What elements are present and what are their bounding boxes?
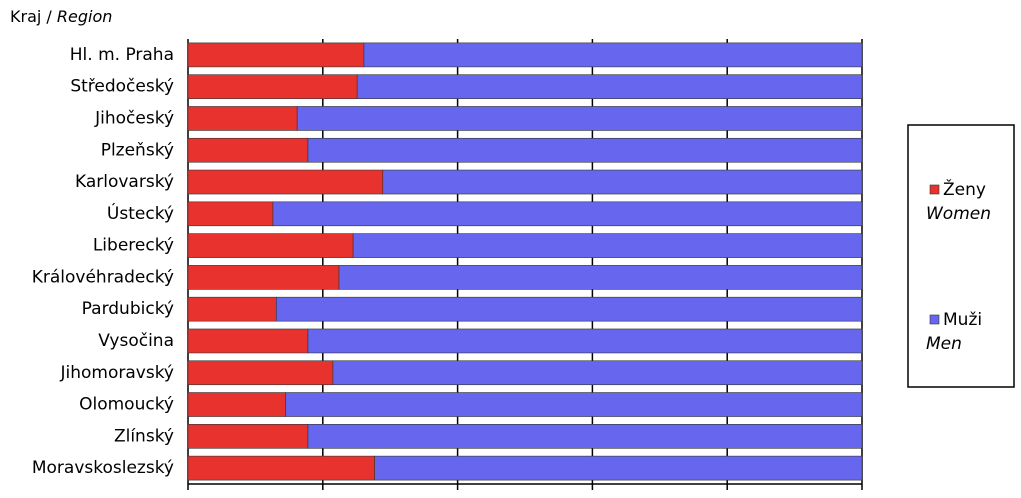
bar-segment bbox=[356, 74, 863, 99]
y-tick-label: Zlínský bbox=[114, 426, 174, 446]
bar-segment bbox=[187, 233, 354, 258]
bar-segment bbox=[187, 74, 358, 99]
bar-segment bbox=[307, 328, 863, 354]
legend-swatch bbox=[929, 314, 940, 325]
bar-segment bbox=[187, 201, 274, 227]
bar-segment bbox=[187, 424, 309, 449]
bar-segment bbox=[374, 455, 863, 481]
axis-label: Kraj / Region bbox=[10, 7, 112, 26]
axis-label-cs: Kraj / bbox=[10, 7, 52, 26]
bar-segment bbox=[272, 201, 863, 227]
y-tick-label: Jihočeský bbox=[94, 108, 174, 128]
y-tick-label: Ústecký bbox=[107, 202, 174, 224]
bar-segment bbox=[352, 233, 863, 258]
bar-segment bbox=[363, 42, 863, 68]
bar-segment bbox=[296, 106, 863, 131]
legend-swatch bbox=[929, 184, 940, 195]
bar-segment bbox=[187, 137, 309, 163]
legend-label: Muži bbox=[943, 310, 982, 330]
y-tick-label: Královéhradecký bbox=[32, 267, 174, 287]
y-tick-label: Pardubický bbox=[82, 299, 174, 319]
legend-box bbox=[907, 124, 1015, 388]
legend-label: Ženy bbox=[943, 178, 986, 200]
y-tick-label: Liberecký bbox=[93, 236, 174, 256]
y-tick-label: Karlovarský bbox=[75, 172, 174, 192]
y-tick-label: Středočeský bbox=[70, 77, 174, 97]
bar-segment bbox=[187, 265, 340, 290]
bar-segment bbox=[275, 296, 863, 322]
bar-segment bbox=[187, 106, 298, 131]
bar-segment bbox=[187, 328, 309, 354]
legend-label-en: Women bbox=[926, 204, 991, 224]
bar-segment bbox=[338, 265, 863, 290]
y-tick-label: Plzeňský bbox=[101, 140, 174, 160]
bar-segment bbox=[187, 42, 365, 68]
bar-segment bbox=[285, 392, 863, 417]
y-tick-label: Moravskoslezský bbox=[32, 458, 174, 478]
bar-segment bbox=[307, 137, 863, 163]
y-tick-label: Hl. m. Praha bbox=[70, 45, 174, 65]
bar-segment bbox=[187, 296, 277, 322]
bar-segment bbox=[187, 169, 384, 195]
y-tick-label: Olomoucký bbox=[79, 395, 174, 415]
legend-label-en: Men bbox=[926, 334, 962, 354]
bar-segment bbox=[332, 360, 863, 386]
bar-segment bbox=[307, 424, 863, 449]
bar-segment bbox=[382, 169, 863, 195]
bar-segment bbox=[187, 455, 375, 481]
y-tick-label: Vysočina bbox=[98, 331, 174, 351]
y-tick-label: Jihomoravský bbox=[60, 363, 175, 383]
bar-segment bbox=[187, 392, 287, 417]
bar-segment bbox=[187, 360, 334, 386]
axis-label-en: Region bbox=[57, 7, 113, 26]
